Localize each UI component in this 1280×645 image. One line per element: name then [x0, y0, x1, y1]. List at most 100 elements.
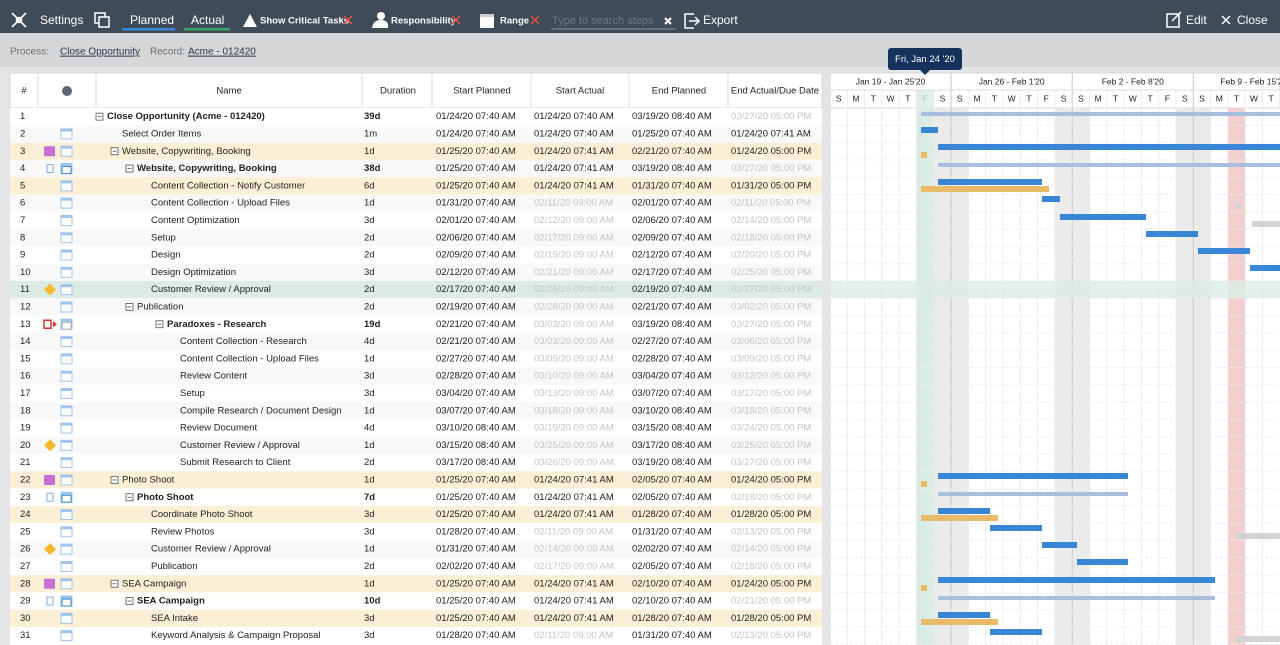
table-row[interactable] — [10, 488, 822, 506]
gantt-bar[interactable] — [938, 492, 1128, 496]
step-name[interactable]: Keyword Analysis & Campaign Proposal — [151, 630, 321, 641]
gantt-bar[interactable] — [1235, 533, 1280, 539]
column-header[interactable]: End Planned — [652, 86, 706, 97]
column-header[interactable]: Name — [216, 86, 241, 97]
table-row[interactable] — [10, 540, 822, 558]
step-name[interactable]: Design Optimization — [151, 267, 236, 278]
table-row[interactable] — [10, 332, 822, 351]
gantt-bar[interactable] — [921, 585, 927, 591]
table-row[interactable] — [10, 523, 822, 541]
gantt-bar[interactable] — [938, 577, 1215, 583]
gantt-bar[interactable] — [990, 629, 1042, 635]
step-name[interactable]: Publication — [151, 561, 197, 572]
step-name[interactable]: Publication — [137, 301, 183, 312]
table-row[interactable] — [10, 454, 822, 472]
step-name[interactable]: Compile Research / Document Design — [180, 405, 342, 416]
actual-toggle[interactable]: Actual — [191, 13, 224, 27]
table-row[interactable] — [10, 263, 822, 281]
edit[interactable]: Edit — [1186, 13, 1207, 27]
gantt-bar[interactable] — [921, 515, 998, 521]
gantt-bar[interactable] — [1252, 221, 1280, 227]
column-header[interactable]: Start Planned — [453, 86, 511, 97]
column-header[interactable]: # — [21, 86, 27, 97]
gantt-bar[interactable] — [938, 473, 1128, 479]
gantt-bar[interactable] — [921, 127, 938, 133]
step-name[interactable]: Close Opportunity (Acme - 012420) — [107, 111, 265, 122]
gantt-bar[interactable] — [921, 481, 927, 487]
gantt-bar[interactable] — [1077, 559, 1128, 565]
table-row[interactable] — [10, 402, 822, 420]
gantt-bar[interactable] — [1146, 231, 1198, 237]
gantt-bar[interactable] — [1060, 214, 1146, 220]
settings[interactable]: Settings — [40, 13, 83, 27]
step-name[interactable]: Photo Shoot — [137, 492, 194, 503]
step-name[interactable]: Content Collection - Upload Files — [180, 353, 319, 364]
table-row[interactable] — [10, 281, 822, 299]
step-name[interactable]: SEA Intake — [151, 613, 198, 624]
gantt-bar[interactable] — [1042, 196, 1060, 202]
step-name[interactable]: Submit Research to Client — [180, 457, 291, 468]
step-name[interactable]: Paradoxes - Research — [167, 319, 266, 330]
table-row[interactable] — [10, 108, 822, 126]
step-name[interactable]: Select Order Items — [122, 128, 201, 139]
record-link[interactable]: Acme - 012420 — [188, 47, 256, 58]
table-row[interactable] — [10, 229, 822, 247]
step-name[interactable]: Content Collection - Notify Customer — [151, 180, 305, 191]
table-row[interactable] — [10, 436, 822, 454]
column-header[interactable]: Duration — [380, 86, 416, 97]
step-name[interactable]: Customer Review / Approval — [180, 440, 300, 451]
step-name[interactable]: Customer Review / Approval — [151, 544, 271, 555]
gantt-bar[interactable] — [938, 163, 1280, 167]
gantt-bar[interactable] — [1042, 542, 1077, 548]
table-row[interactable] — [10, 471, 822, 489]
table-row[interactable] — [10, 627, 822, 645]
search-input[interactable]: Type to search steps — [552, 15, 654, 27]
step-name[interactable]: Setup — [180, 388, 205, 399]
table-row[interactable] — [10, 592, 822, 610]
table-row[interactable] — [10, 142, 822, 160]
step-name[interactable]: Content Optimization — [151, 215, 240, 226]
planned-toggle[interactable]: Planned — [130, 13, 174, 27]
gantt-bar[interactable] — [938, 612, 990, 618]
copy-icon[interactable] — [94, 12, 110, 28]
table-row[interactable] — [10, 177, 822, 195]
gantt-bar[interactable] — [1235, 636, 1280, 642]
gantt-bar[interactable] — [990, 525, 1042, 531]
gantt-bar[interactable] — [938, 508, 990, 514]
table-row[interactable] — [10, 350, 822, 368]
table-row[interactable] — [10, 125, 822, 143]
critical-tasks[interactable]: Show Critical Tasks — [260, 16, 349, 27]
critical-remove[interactable] — [343, 15, 353, 25]
table-row[interactable] — [10, 575, 822, 593]
table-row[interactable] — [10, 159, 822, 178]
step-name[interactable]: Content Collection - Upload Files — [151, 198, 290, 209]
step-name[interactable]: Design — [151, 250, 181, 261]
step-name[interactable]: Customer Review / Approval — [151, 284, 271, 295]
responsibility-remove[interactable] — [451, 15, 461, 25]
table-row[interactable] — [10, 246, 822, 264]
gantt-bar[interactable] — [921, 152, 927, 158]
close[interactable]: Close — [1237, 13, 1268, 27]
export[interactable]: Export — [703, 13, 738, 27]
table-row[interactable] — [10, 419, 822, 437]
step-name[interactable]: Review Photos — [151, 526, 215, 537]
range[interactable]: Range — [500, 16, 529, 27]
step-name[interactable]: Content Collection - Research — [180, 336, 307, 347]
process-link[interactable]: Close Opportunity — [60, 47, 140, 58]
step-name[interactable]: Coordinate Photo Shoot — [151, 509, 253, 520]
gantt-bar[interactable] — [1198, 248, 1250, 254]
step-name[interactable]: Setup — [151, 232, 176, 243]
step-name[interactable]: Review Content — [180, 371, 247, 382]
range-remove[interactable] — [530, 15, 540, 25]
table-row[interactable] — [10, 211, 822, 230]
search-clear[interactable] — [664, 17, 672, 25]
table-row[interactable] — [10, 384, 822, 403]
step-name[interactable]: Website, Copywriting, Booking — [122, 146, 251, 157]
table-row[interactable] — [10, 557, 822, 576]
column-header[interactable]: Start Actual — [556, 86, 605, 97]
gantt-bar[interactable] — [921, 619, 998, 625]
step-name[interactable]: Review Document — [180, 423, 257, 434]
table-row[interactable] — [10, 609, 822, 627]
responsibility[interactable]: Responsibility — [391, 16, 457, 27]
table-row[interactable] — [10, 315, 822, 333]
